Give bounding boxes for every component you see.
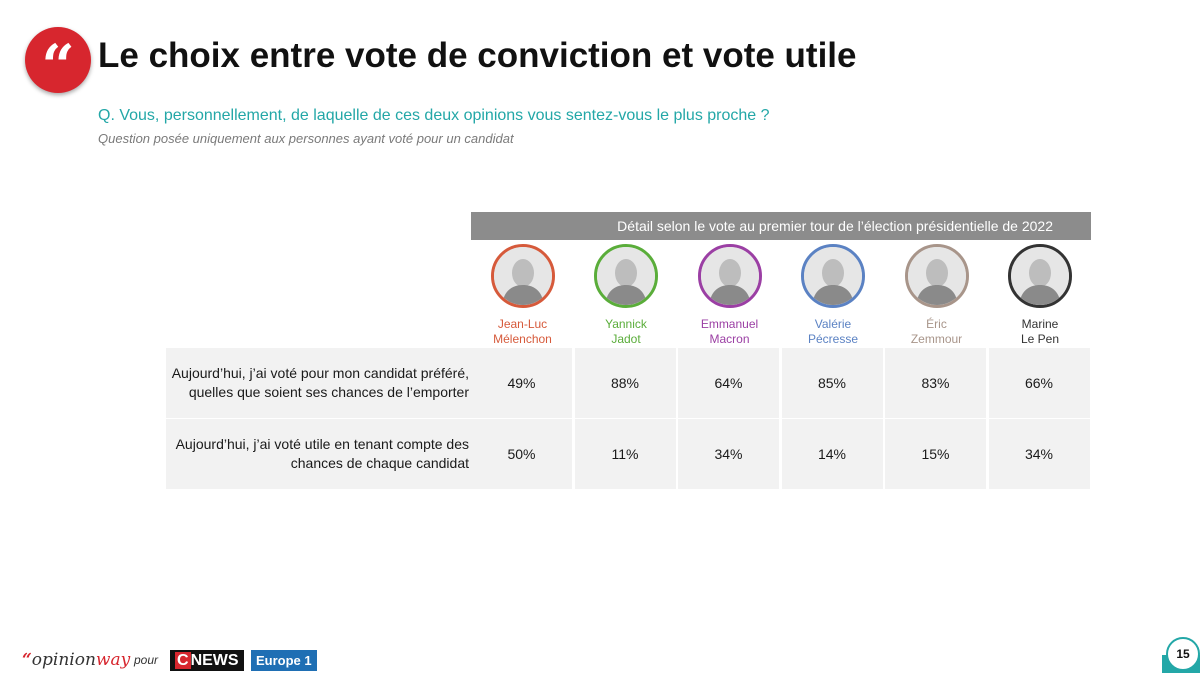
opinionway-logo: “opinionway bbox=[22, 650, 131, 670]
quote-glyph: “ bbox=[41, 32, 75, 100]
table-cell: 85% bbox=[781, 348, 883, 418]
portrait-pecresse-icon bbox=[801, 244, 865, 308]
table-cell: 34% bbox=[988, 419, 1090, 489]
candidate-first-name: Marine bbox=[1021, 317, 1059, 331]
europe1-logo: Europe 1 bbox=[251, 650, 317, 671]
candidate-column-4: Éric Zemmour bbox=[885, 244, 988, 347]
table-cell: 34% bbox=[678, 419, 779, 489]
quote-icon: “ bbox=[25, 27, 91, 99]
portrait-macron-icon bbox=[697, 244, 762, 308]
column-group-header: Détail selon le vote au premier tour de … bbox=[471, 212, 1091, 240]
candidate-last-name: Jadot bbox=[611, 332, 641, 346]
cnews-logo: C NEWS bbox=[170, 650, 244, 671]
candidate-name: Marine Le Pen bbox=[989, 317, 1092, 347]
portrait-melenchon-icon bbox=[490, 244, 555, 308]
page-title: Le choix entre vote de conviction et vot… bbox=[98, 36, 857, 75]
candidate-last-name: Le Pen bbox=[1020, 332, 1060, 346]
portrait-le-pen-icon bbox=[1008, 244, 1072, 308]
candidate-first-name: Emmanuel bbox=[700, 317, 759, 331]
table-cell: 66% bbox=[988, 348, 1090, 418]
portrait-zemmour-icon bbox=[904, 244, 969, 308]
table-cell: 49% bbox=[471, 348, 572, 418]
candidate-name: Valérie Pécresse bbox=[782, 317, 885, 347]
candidate-last-name: Pécresse bbox=[807, 332, 859, 346]
table-cell: 50% bbox=[471, 419, 572, 489]
table-cell: 15% bbox=[885, 419, 986, 489]
candidate-name: Jean-Luc Mélenchon bbox=[471, 317, 574, 347]
candidate-name: Éric Zemmour bbox=[885, 317, 988, 347]
table-cell: 88% bbox=[574, 348, 676, 418]
row-label-line: quelles que soient ses chances de l’empo… bbox=[188, 384, 469, 400]
candidate-name: Yannick Jadot bbox=[575, 317, 678, 347]
candidate-last-name: Mélenchon bbox=[493, 332, 552, 346]
table-cell: 64% bbox=[678, 348, 779, 418]
table-cell: 83% bbox=[885, 348, 986, 418]
candidate-column-1: Yannick Jadot bbox=[575, 244, 678, 347]
footer-pour: pour bbox=[134, 653, 159, 667]
survey-question: Q. Vous, personnellement, de laquelle de… bbox=[98, 107, 770, 124]
table-cell: 11% bbox=[574, 419, 676, 489]
candidate-first-name: Valérie bbox=[814, 317, 852, 331]
row-label-line: Aujourd’hui, j’ai voté pour mon candidat… bbox=[171, 365, 469, 381]
candidate-column-0: Jean-Luc Mélenchon bbox=[471, 244, 574, 347]
candidate-first-name: Jean-Luc bbox=[497, 317, 548, 331]
row-label-line: Aujourd’hui, j’ai voté utile en tenant c… bbox=[175, 436, 469, 452]
candidate-first-name: Éric bbox=[926, 317, 947, 331]
candidate-last-name: Zemmour bbox=[910, 332, 963, 346]
candidate-first-name: Yannick bbox=[605, 317, 647, 331]
candidate-column-3: Valérie Pécresse bbox=[782, 244, 885, 347]
row-label-1: Aujourd’hui, j’ai voté utile en tenant c… bbox=[166, 419, 471, 489]
page-number: 15 bbox=[1166, 637, 1200, 671]
candidate-column-5: Marine Le Pen bbox=[989, 244, 1092, 347]
candidate-name: Emmanuel Macron bbox=[678, 317, 781, 347]
table-cell: 14% bbox=[781, 419, 883, 489]
row-label-0: Aujourd’hui, j’ai voté pour mon candidat… bbox=[166, 348, 471, 418]
survey-note: Question posée uniquement aux personnes … bbox=[98, 131, 514, 146]
portrait-jadot-icon bbox=[594, 244, 658, 308]
candidate-column-2: Emmanuel Macron bbox=[678, 244, 781, 347]
row-label-line: chances de chaque candidat bbox=[290, 455, 469, 471]
candidate-last-name: Macron bbox=[709, 332, 750, 346]
